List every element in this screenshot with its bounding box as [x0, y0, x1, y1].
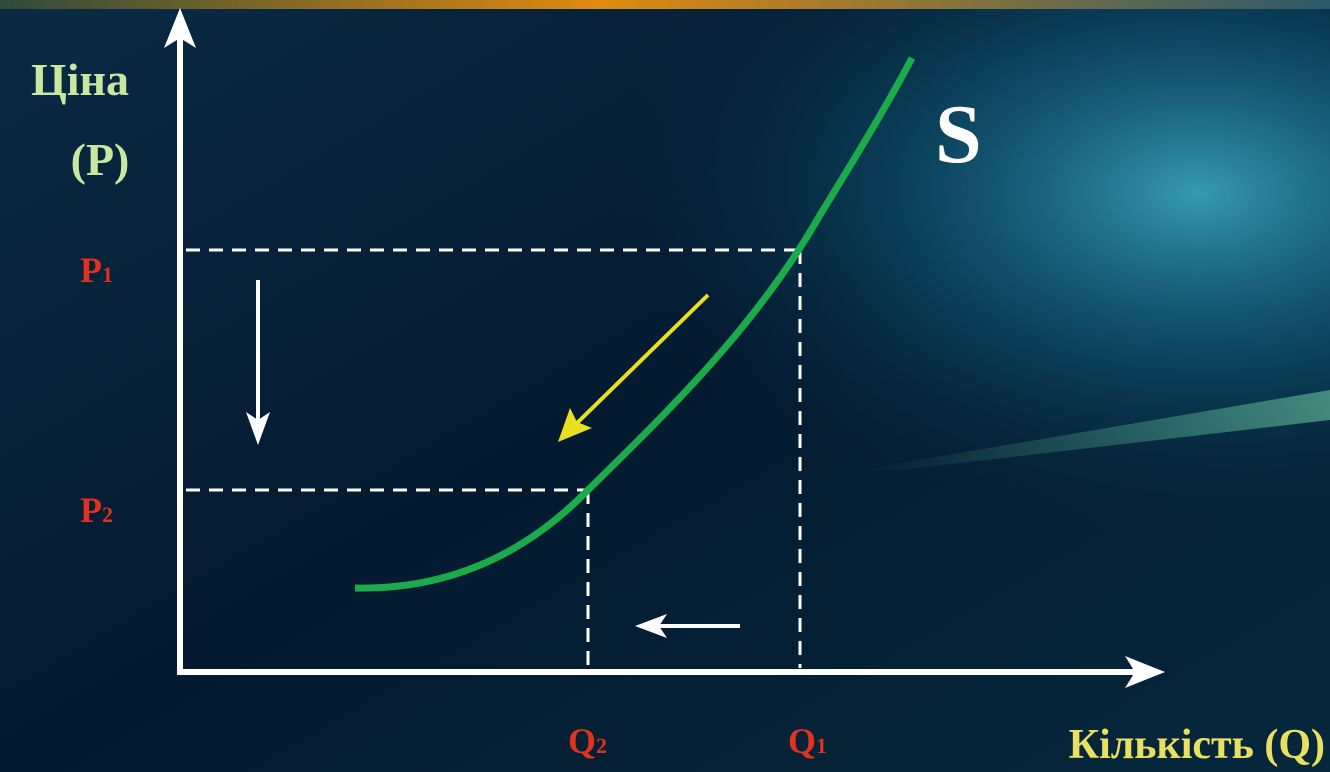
- price-label: P2: [80, 490, 113, 530]
- guide-lines: [186, 248, 802, 668]
- quantity-label: Q2: [568, 721, 607, 761]
- left-arrowhead: [635, 614, 667, 638]
- y-axis-label: Ціна: [31, 54, 129, 105]
- letter: Q: [568, 721, 596, 761]
- axes: [177, 30, 1140, 675]
- subscript: 1: [816, 733, 827, 758]
- down-arrowhead: [246, 412, 270, 445]
- x-axis-label: Кількість (Q): [1069, 722, 1325, 768]
- x-axis-arrowhead: [1125, 656, 1165, 688]
- y-axis-label: (P): [71, 134, 130, 185]
- subscript: 2: [102, 502, 113, 527]
- movement-arrow: [573, 293, 710, 427]
- supply-curve: [354, 56, 916, 592]
- top-strip: [0, 0, 1330, 9]
- subscript: 1: [102, 262, 113, 287]
- quantity-label: Q1: [788, 721, 827, 761]
- y-axis-arrowhead: [164, 8, 196, 48]
- letter: P: [80, 490, 102, 530]
- curve-label: S: [935, 88, 982, 181]
- letter: P: [80, 250, 102, 290]
- letter: Q: [788, 721, 816, 761]
- price-label: P1: [80, 250, 113, 290]
- subscript: 2: [596, 733, 607, 758]
- light-streak: [860, 390, 1330, 470]
- movement-arrowhead: [558, 408, 592, 442]
